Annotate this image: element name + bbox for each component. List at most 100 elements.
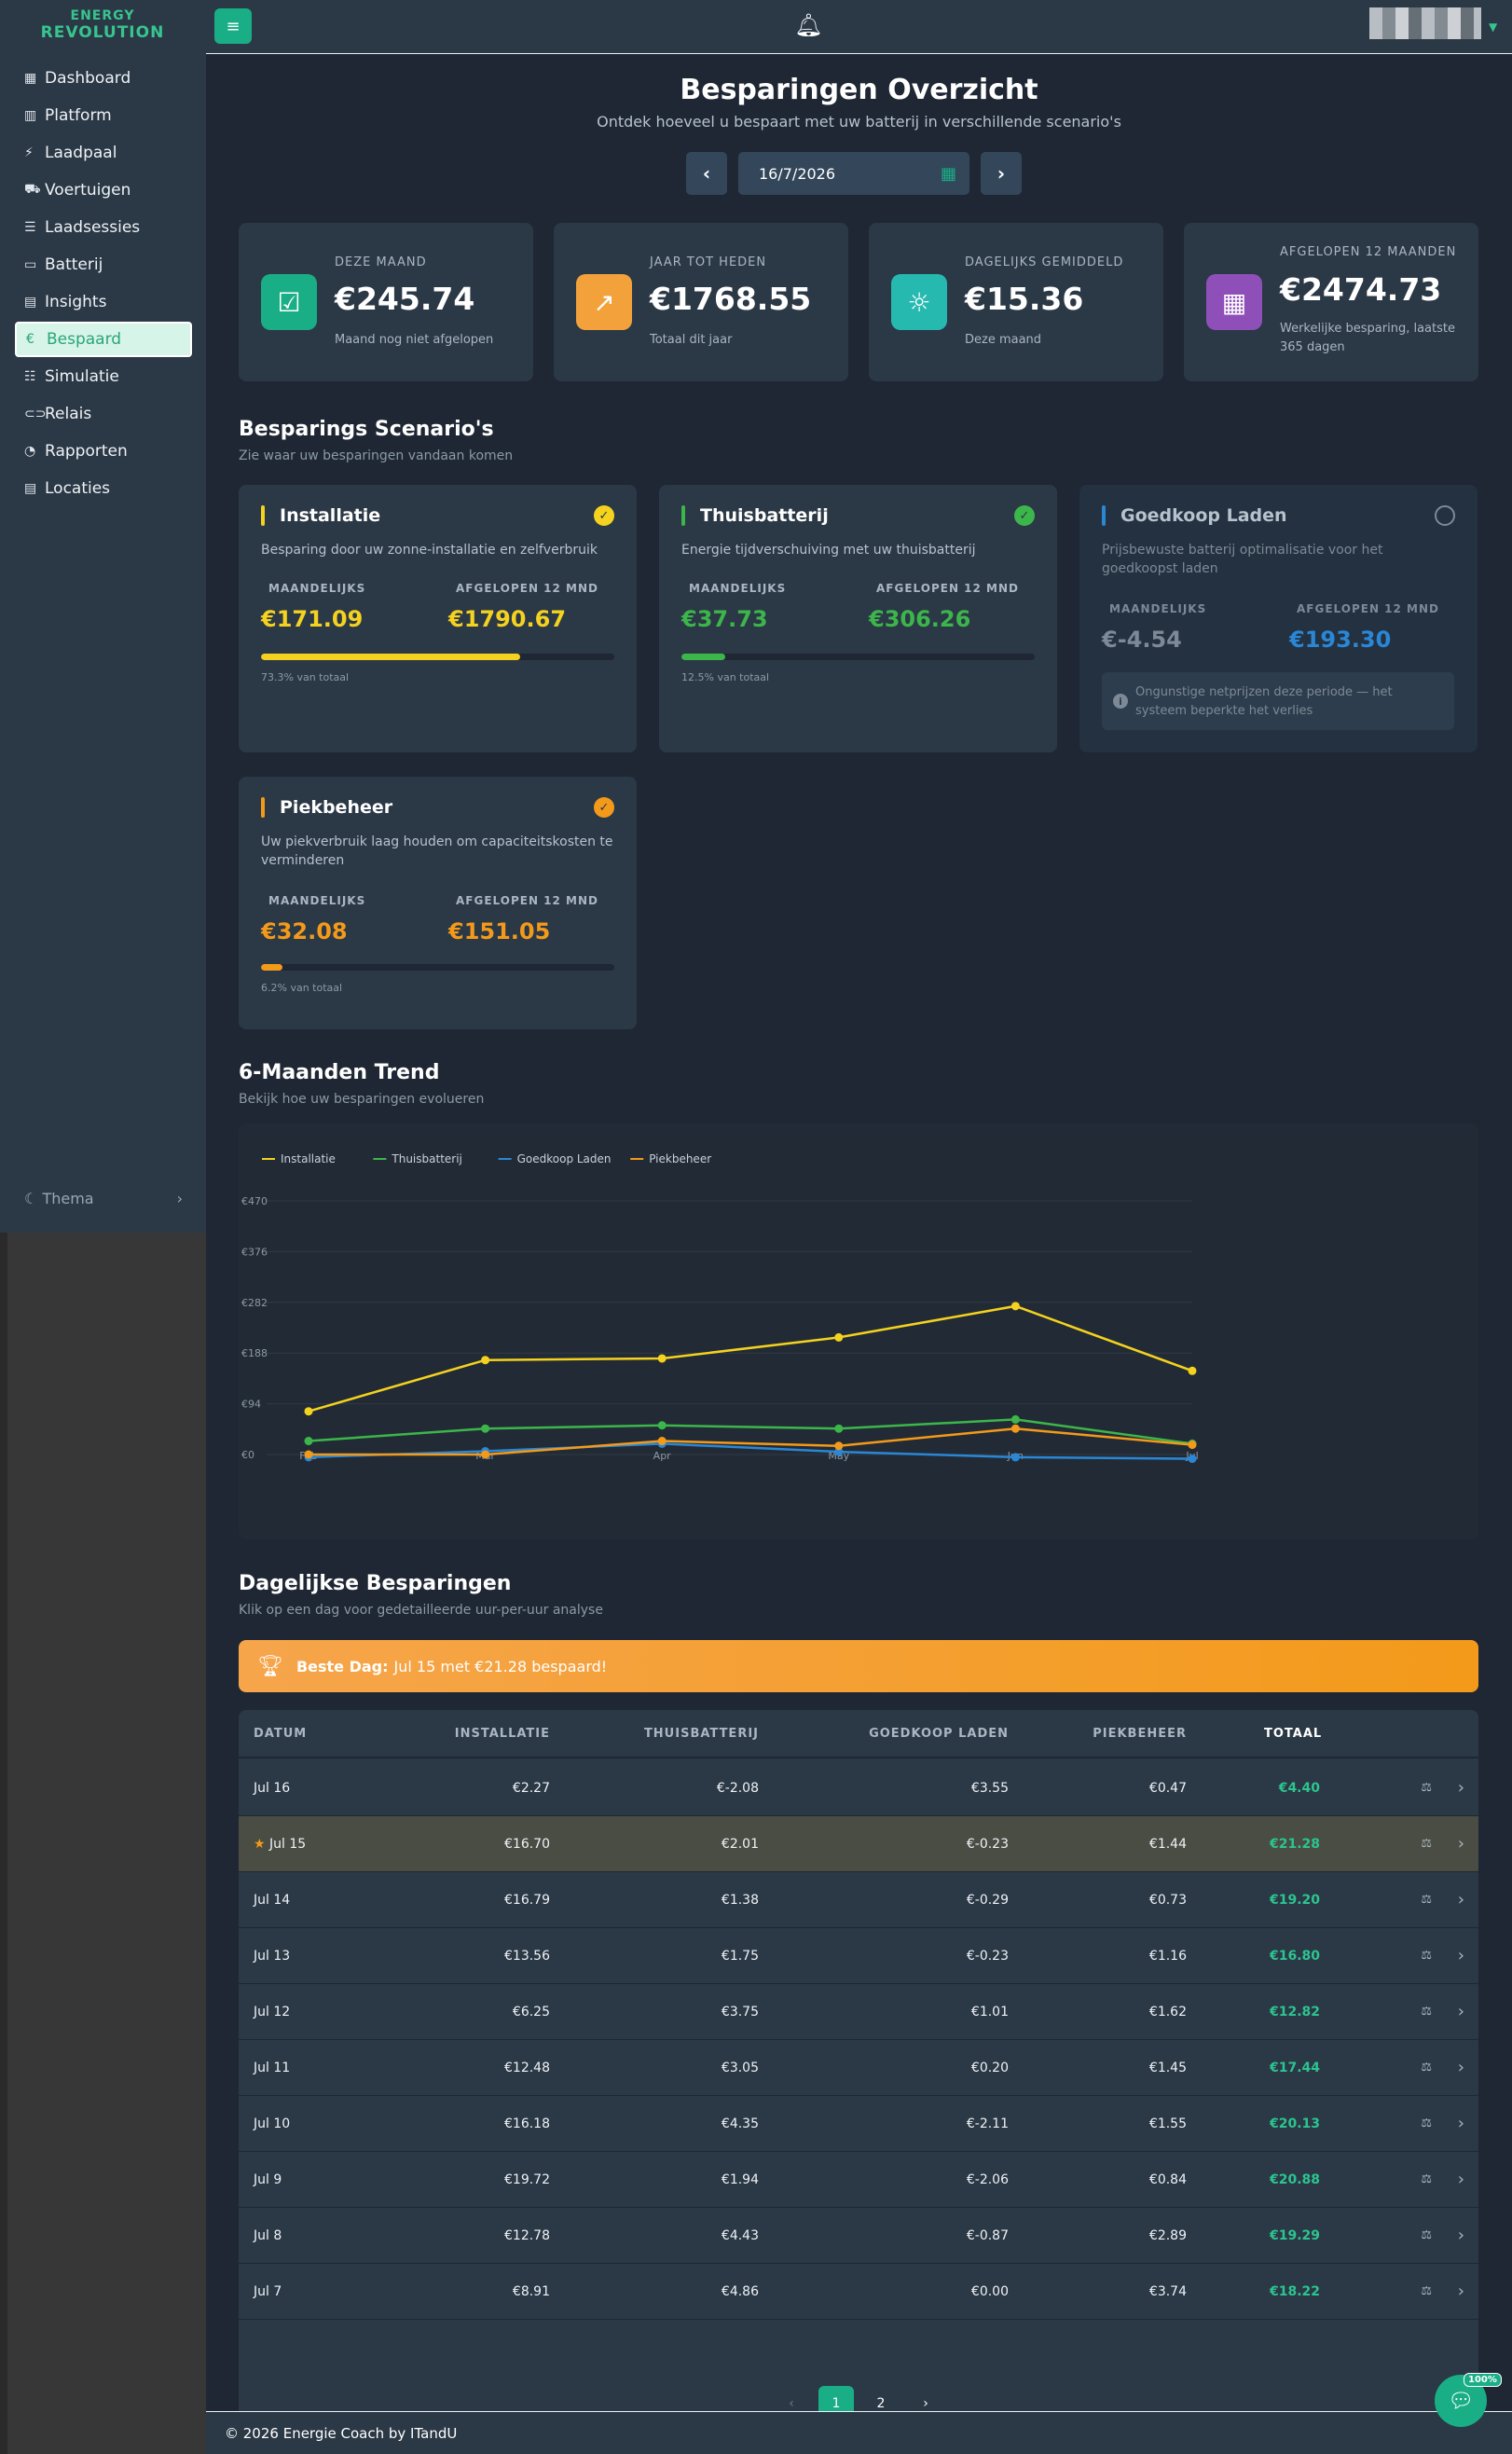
menu-toggle-button[interactable]: ≡ [214, 8, 252, 44]
calendar-picker-icon[interactable]: ▦ [940, 163, 956, 184]
sidebar-item-rapporten[interactable]: ◔ Rapporten [15, 433, 192, 470]
sidebar-item-platform[interactable]: ▥ Platform [15, 97, 192, 134]
sidebar-item-laadsessies[interactable]: ☰ Laadsessies [15, 209, 192, 246]
chevron-right-icon[interactable]: › [1457, 2282, 1464, 2301]
prev-page-button[interactable]: ‹ [774, 2386, 809, 2421]
header-goedkoop-laden[interactable]: GOEDKOOP LADEN [869, 1727, 1009, 1741]
table-row[interactable]: Jul 11 €12.48 €3.05 €0.20 €1.45 €17.44 ⚖ › [239, 2040, 1478, 2096]
table-row[interactable]: Jul 12 €6.25 €3.75 €1.01 €1.62 €12.82 ⚖ › [239, 1984, 1478, 2040]
sidebar-item-voertuigen[interactable]: ⛟ Voertuigen [15, 172, 192, 209]
y-tick-label: €0 [241, 1449, 254, 1461]
table-row[interactable]: Jul 8 €12.78 €4.43 €-0.87 €2.89 €19.29 ⚖ › [239, 2208, 1478, 2264]
cell-installatie: €16.79 [504, 1893, 550, 1908]
chevron-right-icon[interactable]: › [1457, 2058, 1464, 2077]
sidebar-item-insights[interactable]: ▤ Insights [15, 283, 192, 321]
sidebar-item-locaties[interactable]: ▤ Locaties [15, 470, 192, 507]
table-row[interactable]: ★ Jul 15 €16.70 €2.01 €-0.23 €1.44 €21.28 ⚖ › [239, 1816, 1478, 1872]
chevron-right-icon[interactable]: › [1457, 1890, 1464, 1909]
scale-icon[interactable]: ⚖ [1421, 1893, 1432, 1907]
chevron-right-icon[interactable]: › [1457, 1834, 1464, 1854]
next-page-button[interactable]: › [908, 2386, 943, 2421]
cell-installatie: €12.78 [504, 2228, 550, 2243]
next-date-button[interactable]: › [981, 152, 1022, 195]
cell-thuisbatterij: €3.75 [721, 2005, 759, 2020]
scenario-note: i Ongunstige netprijzen deze periode — h… [1102, 672, 1454, 730]
chat-button[interactable]: 💬︎ [1435, 2375, 1487, 2427]
page-2-button[interactable]: 2 [863, 2386, 899, 2421]
sidebar-item-relais[interactable]: ⊂⊃ Relais [15, 395, 192, 433]
scale-icon[interactable]: ⚖ [1421, 2005, 1432, 2019]
theme-toggle[interactable]: ☾ Thema › [24, 1190, 183, 1207]
daily-savings-table: DATUM INSTALLATIE THUISBATTERIJ GOEDKOOP… [239, 1710, 1478, 2448]
year-value: €1790.67 [448, 606, 567, 632]
sidebar-item-label: Locaties [45, 479, 111, 498]
scale-icon[interactable]: ⚖ [1421, 2284, 1432, 2298]
cell-installatie: €6.25 [512, 2005, 550, 2020]
cell-goedkoop-laden: €-0.23 [966, 1837, 1009, 1852]
scale-icon[interactable]: ⚖ [1421, 2172, 1432, 2186]
table-row[interactable]: Jul 10 €16.18 €4.35 €-2.11 €1.55 €20.13 ⚖ › [239, 2096, 1478, 2152]
caret-down-icon[interactable]: ▼ [1489, 21, 1498, 34]
table-row[interactable]: Jul 13 €13.56 €1.75 €-0.23 €1.16 €16.80 ⚖ › [239, 1928, 1478, 1984]
scenario-description: Besparing door uw zonne-installatie en z… [261, 543, 598, 558]
app-logo[interactable]: ENERGY REVOLUTION [37, 7, 168, 41]
chevron-right-icon[interactable]: › [1457, 2170, 1464, 2189]
notification-bell-icon[interactable]: 🔔︎ [794, 12, 823, 38]
y-tick-label: €376 [241, 1246, 268, 1258]
empty-circle-icon [1435, 505, 1455, 526]
scenario-name: Piekbeheer [280, 797, 393, 818]
table-row[interactable]: Jul 16 €2.27 €-2.08 €3.55 €0.47 €4.40 ⚖ › [239, 1760, 1478, 1816]
chevron-right-icon[interactable]: › [1457, 1946, 1464, 1965]
cell-totaal: €4.40 [1278, 1781, 1320, 1796]
footer: © 2026 Energie Coach by ITandU [206, 2411, 1512, 2454]
table-row[interactable]: Jul 7 €8.91 €4.86 €0.00 €3.74 €18.22 ⚖ › [239, 2264, 1478, 2320]
chevron-right-icon[interactable]: › [1457, 2226, 1464, 2245]
cell-piekbeheer: €1.55 [1148, 2116, 1187, 2131]
logo-line-2: REVOLUTION [40, 23, 165, 42]
year-label: AFGELOPEN 12 MND [1297, 602, 1439, 615]
scale-icon[interactable]: ⚖ [1421, 2061, 1432, 2075]
sidebar-item-simulatie[interactable]: ☷ Simulatie [15, 358, 192, 395]
table-row[interactable]: Jul 9 €19.72 €1.94 €-2.06 €0.84 €20.88 ⚖ › [239, 2152, 1478, 2208]
cell-installatie: €8.91 [512, 2284, 550, 2299]
sidebar-item-label: Simulatie [45, 367, 119, 386]
scenario-card-piekbeheer[interactable]: Piekbeheer ✓ Uw piekverbruik laag houden… [239, 777, 637, 1029]
header-totaal[interactable]: TOTAAL [1264, 1727, 1323, 1741]
data-point [834, 1447, 844, 1456]
date-input[interactable]: 16/7/2026 ▦ [738, 152, 969, 195]
trophy-icon: 🏆︎ [257, 1654, 283, 1678]
sidebar-item-bespaard[interactable]: € Bespaard [15, 322, 192, 357]
scenario-card-goedkoop-laden[interactable]: Goedkoop Laden Prijsbewuste batterij opt… [1079, 485, 1478, 752]
scenario-card-thuisbatterij[interactable]: Thuisbatterij ✓ Energie tijdverschuiving… [659, 485, 1057, 752]
scenario-card-installatie[interactable]: Installatie ✓ Besparing door uw zonne-in… [239, 485, 637, 752]
chevron-right-icon[interactable]: › [1457, 2114, 1464, 2133]
sidebar-item-dashboard[interactable]: ▦ Dashboard [15, 60, 192, 97]
scale-icon[interactable]: ⚖ [1421, 1949, 1432, 1963]
user-avatar[interactable] [1369, 7, 1481, 39]
header-installatie[interactable]: INSTALLATIE [454, 1727, 550, 1741]
scale-icon[interactable]: ⚖ [1421, 1837, 1432, 1851]
data-point [304, 1437, 313, 1446]
y-tick-label: €282 [241, 1297, 268, 1309]
chevron-right-icon[interactable]: › [1457, 1778, 1464, 1798]
sidebar-item-laadpaal[interactable]: ⚡ Laadpaal [15, 134, 192, 172]
header-datum[interactable]: DATUM [254, 1727, 308, 1741]
cell-goedkoop-laden: €1.01 [970, 2005, 1009, 2020]
header-thuisbatterij[interactable]: THUISBATTERIJ [643, 1727, 759, 1741]
scale-icon[interactable]: ⚖ [1421, 2116, 1432, 2130]
sidebar-item-label: Voertuigen [45, 181, 131, 200]
calendar-check-icon: ☑ [261, 274, 317, 330]
chevron-right-icon[interactable]: › [1457, 2002, 1464, 2021]
scale-icon[interactable]: ⚖ [1421, 1781, 1432, 1795]
progress-track [681, 654, 1035, 660]
scale-icon[interactable]: ⚖ [1421, 2228, 1432, 2242]
cell-piekbeheer: €1.16 [1148, 1949, 1187, 1964]
stat-value: €2474.73 [1280, 271, 1442, 308]
note-text: Ongunstige netprijzen deze periode — het… [1135, 685, 1393, 718]
table-row[interactable]: Jul 14 €16.79 €1.38 €-0.29 €0.73 €19.20 ⚖ › [239, 1872, 1478, 1928]
prev-date-button[interactable]: ‹ [686, 152, 727, 195]
header-piekbeheer[interactable]: PIEKBEHEER [1093, 1727, 1187, 1741]
progress-fill [681, 654, 726, 660]
page-title: Besparingen Overzicht [680, 74, 1038, 106]
sidebar-item-batterij[interactable]: ▭ Batterij [15, 246, 192, 283]
